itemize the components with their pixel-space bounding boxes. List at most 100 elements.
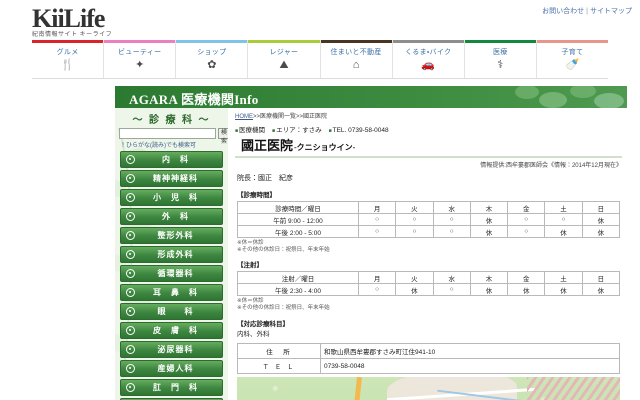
injection-col-sun: 日 <box>581 271 621 284</box>
logo-tagline: 紀南情報サイト キーライフ <box>32 32 113 38</box>
table-header-row: 診療時間／曜日 月 火 水 木 金 土 日 <box>237 201 621 214</box>
director-name: 院長：國正 紀彦 <box>237 175 293 182</box>
breadcrumb-home[interactable]: HOME <box>235 114 253 120</box>
clinic-name: 國正医院-クニショウイン- <box>241 135 622 154</box>
global-nav: グルメ 🍴 ビューティー ✦ ショップ ✿ レジャー ⛰ 住まいと不動産 ⌂ く… <box>32 40 608 79</box>
sidebar-item-cardiology[interactable]: 循環器科 <box>120 265 223 282</box>
breadcrumb-list[interactable]: 医療機関一覧 <box>260 114 297 120</box>
nav-item-car-bike[interactable]: くるま・バイク 🚗 <box>392 40 465 79</box>
sidebar-item-dermatology[interactable]: 皮 膚 科 <box>120 322 223 339</box>
hours-col-tue: 火 <box>395 201 434 214</box>
nav-item-housing[interactable]: 住まいと不動産 ⌂ <box>320 40 393 79</box>
util-separator: | <box>586 8 588 15</box>
sidebar-item-pediatrics[interactable]: 小 児 科 <box>120 189 223 206</box>
nav-item-leisure[interactable]: レジャー ⛰ <box>248 40 321 79</box>
nav-item-gourmet[interactable]: グルメ 🍴 <box>32 40 105 79</box>
baby-bottle-icon: 🍼 <box>565 59 580 71</box>
bullet-icon <box>126 174 135 183</box>
departments-body: 内科、外科 <box>237 331 270 338</box>
sidebar-item-label: 肛 門 科 <box>153 383 198 392</box>
table-row: Ｔ Ｅ Ｌ 0739-58-0048 <box>237 358 620 374</box>
breadcrumb: HOME>>医療機関一覧>>國正医院 <box>235 111 622 120</box>
hours-cell: ○ <box>357 225 397 238</box>
sidebar-heading: ～ 診 療 科 ～ <box>132 115 211 126</box>
injection-cell: 休 <box>395 283 434 296</box>
injection-cell: 休 <box>469 283 509 296</box>
location-map[interactable] <box>237 377 620 400</box>
department-list: 内 科 精神神経科 小 児 科 外 科 <box>115 151 228 400</box>
hours-cell: 休 <box>469 213 509 226</box>
site-logo[interactable]: KiiLife 紀南情報サイト キーライフ <box>32 4 113 39</box>
injection-col-fri: 金 <box>507 271 546 284</box>
meta-area: エリア：すさみ <box>272 127 322 134</box>
sidebar-item-orthopedics[interactable]: 整形外科 <box>120 227 223 244</box>
bullet-icon <box>126 364 135 373</box>
injection-note-1: ※休＝休診 <box>237 298 264 304</box>
clinic-name-kana: -クニショウイン- <box>294 143 356 152</box>
bullet-icon <box>126 250 135 259</box>
flower-icon: ✿ <box>207 59 217 71</box>
injection-col-tue: 火 <box>395 271 434 284</box>
contact-link[interactable]: お問い合わせ <box>542 8 585 15</box>
injection-row-label: 午後 2:30 - 4:00 <box>237 283 359 296</box>
nav-item-shop[interactable]: ショップ ✿ <box>176 40 249 79</box>
nav-accent-bar <box>248 40 320 43</box>
hours-cell: ○ <box>395 225 434 238</box>
nav-accent-bar <box>104 40 176 43</box>
sidebar-item-obstetrics-gynecology[interactable]: 産婦人科 <box>120 360 223 377</box>
nav-item-beauty[interactable]: ビューティー ✦ <box>104 40 177 79</box>
tel-value: 0739-58-0048 <box>320 358 620 374</box>
table-row: 午前 9:00 - 12:00 ○ ○ ○ 休 ○ ○ 休 <box>237 213 621 226</box>
sidebar-item-rehabilitation[interactable]: リハビリ科 <box>120 398 223 400</box>
sidebar-item-proctology[interactable]: 肛 門 科 <box>120 379 223 396</box>
nav-item-childcare[interactable]: 子育て 🍼 <box>536 40 608 79</box>
sidebar-item-label: 整形外科 <box>157 231 194 240</box>
sidebar-item-surgery[interactable]: 外 科 <box>120 208 223 225</box>
hours-row-label: 午前 9:00 - 12:00 <box>237 213 359 226</box>
bullet-icon <box>126 383 135 392</box>
sidebar-item-label: 循環器科 <box>157 269 194 278</box>
hours-col-sat: 土 <box>544 201 583 214</box>
hours-note-2: ※その他の休診日：祝祭日、年末年始 <box>237 247 330 253</box>
sitemap-link[interactable]: サイトマップ <box>590 8 632 15</box>
bullet-icon <box>126 193 135 202</box>
sparkle-icon: ✦ <box>135 59 145 71</box>
main-content: HOME>>医療機関一覧>>國正医院 医療機関エリア：すさみTEL. 0739-… <box>228 108 627 400</box>
hours-cell: ○ <box>395 213 434 226</box>
sidebar-item-label: 皮 膚 科 <box>153 326 198 335</box>
injection-cell: ○ <box>432 283 471 296</box>
logo-wordmark: KiiLife <box>32 4 105 33</box>
info-provider: 情報提供:西牟婁郡医師会《情報：2014年12月現在》 <box>480 163 622 169</box>
sidebar-item-internal-medicine[interactable]: 内 科 <box>120 151 223 168</box>
sidebar-item-psychiatry-neurology[interactable]: 精神神経科 <box>120 170 223 187</box>
sidebar-item-label: 外 科 <box>162 212 189 221</box>
hours-cell: ○ <box>432 213 471 226</box>
breadcrumb-sep: >> <box>253 114 261 120</box>
department-search: 検索 <box>115 128 228 145</box>
leaf-decoration-icon <box>515 86 624 108</box>
sidebar-item-label: 形成外科 <box>157 250 194 259</box>
injection-col-wed: 水 <box>432 271 471 284</box>
meta-tel: TEL. 0739-58-0048 <box>329 127 389 134</box>
sidebar-item-urology[interactable]: 泌尿器科 <box>120 341 223 358</box>
injection-col-label: 注射／曜日 <box>237 271 359 284</box>
car-icon: 🚗 <box>421 59 436 71</box>
nav-item-medical[interactable]: 医療 ⚕ <box>464 40 537 79</box>
nav-accent-bar <box>320 40 392 43</box>
injection-cell: 休 <box>507 283 546 296</box>
site-header: KiiLife 紀南情報サイト キーライフ お問い合わせ | サイトマップ <box>0 0 640 40</box>
search-button[interactable]: 検索 <box>218 128 228 145</box>
search-hint: ！ひらがな(読み)でも検索可 <box>120 143 196 149</box>
hours-col-thu: 木 <box>469 201 509 214</box>
sidebar-item-ophthalmology[interactable]: 眼 科 <box>120 303 223 320</box>
breadcrumb-sep: >> <box>296 114 304 120</box>
mountain-icon: ⛰ <box>279 59 289 71</box>
sidebar-item-otolaryngology[interactable]: 耳 鼻 科 <box>120 284 223 301</box>
injection-cell: 休 <box>544 283 583 296</box>
search-input[interactable] <box>119 128 216 139</box>
bullet-icon <box>126 231 135 240</box>
table-header-row: 注射／曜日 月 火 水 木 金 土 日 <box>237 271 621 284</box>
sidebar-item-plastic-surgery[interactable]: 形成外科 <box>120 246 223 263</box>
hours-cell: 休 <box>469 225 509 238</box>
nav-label: 住まいと不動産 <box>330 49 382 56</box>
